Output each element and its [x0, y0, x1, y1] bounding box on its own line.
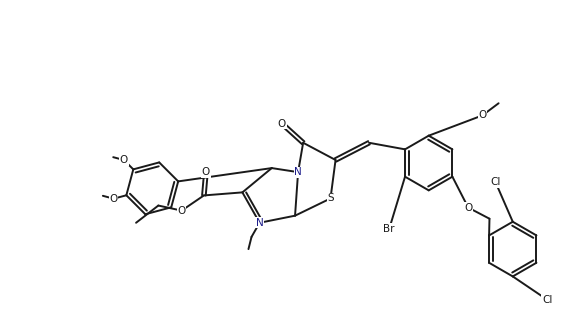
Text: N: N	[255, 218, 264, 228]
Text: O: O	[120, 155, 128, 165]
Text: O: O	[478, 110, 487, 120]
Text: Cl: Cl	[491, 177, 501, 187]
Text: O: O	[202, 167, 210, 177]
Text: O: O	[278, 119, 286, 129]
Text: O: O	[178, 206, 186, 216]
Text: O: O	[464, 203, 473, 213]
Text: O: O	[109, 194, 118, 204]
Text: S: S	[327, 193, 334, 203]
Text: Cl: Cl	[542, 295, 552, 305]
Text: Br: Br	[384, 224, 395, 234]
Text: N: N	[294, 167, 302, 177]
